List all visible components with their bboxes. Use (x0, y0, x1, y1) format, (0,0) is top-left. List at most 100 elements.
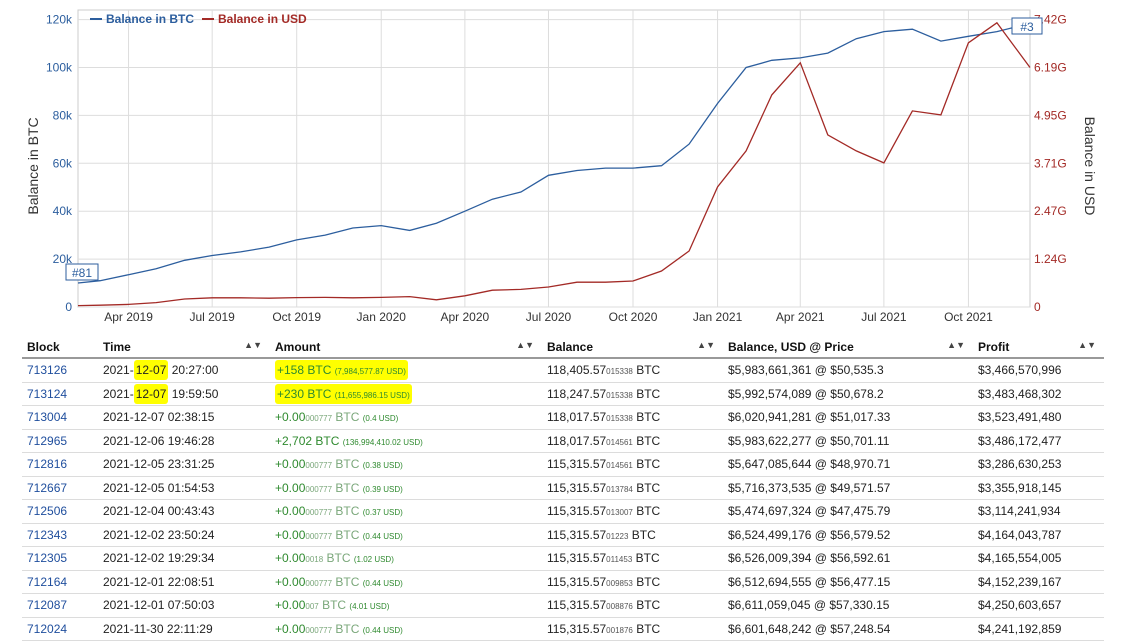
x-tick-label: Apr 2019 (104, 310, 153, 324)
time-cell: 2021-12-05 23:31:25 (98, 452, 270, 477)
block-link[interactable]: 712343 (27, 527, 68, 542)
balance-chart[interactable]: 0 20k 40k 60k 80k 100k 120k 0 1.24G 2.47G 3.71G 4.… (0, 0, 1147, 330)
left-tick-label: 40k (53, 204, 73, 218)
block-link[interactable]: 712164 (27, 574, 68, 589)
usd-price-cell: $6,611,059,045 @ $57,330.15 (723, 593, 973, 618)
profit-cell: $3,286,630,253 (973, 452, 1104, 477)
usd-price-cell: $6,524,499,176 @ $56,579.52 (723, 523, 973, 547)
legend-usd-label: Balance in USD (218, 12, 307, 26)
plot-area (77, 9, 1031, 308)
table-row: 712506 2021-12-04 00:43:43 +0.00000777 B… (22, 499, 1104, 524)
profit-cell: $3,483,468,302 (973, 382, 1104, 406)
profit-cell: $4,152,239,167 (973, 570, 1104, 594)
x-axis: Apr 2019 Jul 2019 Oct 2019 Jan 2020 Apr 2020… (104, 310, 993, 324)
block-link[interactable]: 713126 (27, 363, 68, 378)
header-balance[interactable]: Balance ▲▼ (542, 336, 723, 359)
amount-cell: +0.00000777 BTC (0.44 USD) (270, 523, 542, 547)
sort-icon[interactable]: ▲▼ (244, 340, 262, 350)
x-tick-label: Jul 2019 (189, 310, 235, 324)
header-balance-usd[interactable]: Balance, USD @ Price ▲▼ (723, 336, 973, 359)
balance-cell: 115,315.57013007 BTC (542, 499, 723, 524)
amount-cell: +158 BTC (7,984,577.87 USD) (270, 358, 542, 383)
x-tick-label: Oct 2020 (609, 310, 658, 324)
block-link[interactable]: 712965 (27, 433, 68, 448)
usd-price-cell: $6,020,941,281 @ $51,017.33 (723, 405, 973, 430)
balance-cell: 115,315.57014561 BTC (542, 452, 723, 477)
profit-cell: $4,241,192,859 (973, 617, 1104, 641)
x-tick-label: Jan 2020 (357, 310, 407, 324)
amount-cell: +0.000018 BTC (1.02 USD) (270, 546, 542, 571)
table-row: 712164 2021-12-01 22:08:51 +0.00000777 B… (22, 570, 1104, 594)
sort-icon[interactable]: ▲▼ (697, 340, 715, 350)
rank-end-label: #3 (1020, 20, 1034, 34)
profit-cell: $3,114,241,934 (973, 499, 1104, 524)
right-tick-label: 2.47G (1034, 204, 1067, 218)
profit-cell: $4,164,043,787 (973, 523, 1104, 547)
amount-cell: +0.00000777 BTC (0.38 USD) (270, 452, 542, 477)
block-link[interactable]: 713004 (27, 410, 68, 425)
x-tick-label: Oct 2019 (272, 310, 321, 324)
table-row: 713126 2021- 12-07 20:27:00 +158 BTC (7,9… (22, 358, 1104, 383)
block-link[interactable]: 712024 (27, 621, 68, 636)
header-profit[interactable]: Profit ▲▼ (973, 336, 1104, 359)
block-link[interactable]: 712087 (27, 598, 68, 613)
amount-cell: +0.00000777 BTC (0.37 USD) (270, 499, 542, 524)
balance-cell: 118,017.57014561 BTC (542, 429, 723, 453)
profit-cell: $3,466,570,996 (973, 358, 1104, 383)
chart-grid (77, 9, 1031, 308)
legend-btc-label: Balance in BTC (106, 12, 194, 26)
header-time[interactable]: Time ▲▼ (98, 336, 270, 359)
left-axis-label: Balance in BTC (25, 117, 41, 214)
profit-cell: $3,355,918,145 (973, 476, 1104, 500)
block-link[interactable]: 712816 (27, 457, 68, 472)
time-cell: 2021-12-01 22:08:51 (98, 570, 270, 594)
balance-cell: 115,315.57009853 BTC (542, 570, 723, 594)
amount-cell: +2,702 BTC (136,994,410.02 USD) (270, 429, 542, 453)
right-tick-label: 0 (1034, 300, 1041, 314)
block-link[interactable]: 712506 (27, 504, 68, 519)
usd-price-cell: $5,983,622,277 @ $50,701.11 (723, 429, 973, 453)
table-row: 713004 2021-12-07 02:38:15 +0.00000777 B… (22, 405, 1104, 430)
table-header-row: Block Time ▲▼ Amount ▲▼ Balance ▲▼ Balance,… (22, 336, 1104, 359)
block-link[interactable]: 712305 (27, 551, 68, 566)
balance-cell: 118,405.57015338 BTC (542, 358, 723, 383)
time-cell: 2021-12-05 01:54:53 (98, 476, 270, 500)
left-tick-label: 80k (53, 108, 73, 122)
right-tick-label: 3.71G (1034, 156, 1067, 170)
x-tick-label: Jul 2020 (526, 310, 572, 324)
time-cell: 2021-11-30 22:11:29 (98, 617, 270, 641)
time-cell: 2021- 12-07 20:27:00 (98, 358, 270, 383)
btc-balance-line (77, 22, 1031, 284)
balance-cell: 115,315.57008876 BTC (542, 593, 723, 618)
left-tick-label: 100k (46, 60, 73, 74)
chart-legend[interactable]: Balance in BTC Balance in USD (90, 12, 307, 26)
sort-icon[interactable]: ▲▼ (947, 340, 965, 350)
block-link[interactable]: 713124 (27, 386, 68, 401)
x-tick-label: Apr 2021 (776, 310, 825, 324)
table-row: 712024 2021-11-30 22:11:29 +0.00000777 B… (22, 617, 1104, 641)
time-cell: 2021-12-06 19:46:28 (98, 429, 270, 453)
rank-start-label: #81 (72, 266, 92, 280)
right-tick-label: 1.24G (1034, 252, 1067, 266)
left-tick-label: 120k (46, 13, 73, 27)
sort-icon[interactable]: ▲▼ (1078, 340, 1096, 350)
time-cell: 2021-12-02 19:29:34 (98, 546, 270, 571)
sort-icon[interactable]: ▲▼ (516, 340, 534, 350)
usd-price-cell: $6,601,648,242 @ $57,248.54 (723, 617, 973, 641)
usd-price-cell: $6,526,009,394 @ $56,592.61 (723, 546, 973, 571)
profit-cell: $3,486,172,477 (973, 429, 1104, 453)
table-row: 713124 2021- 12-07 19:59:50 +230 BTC (11,… (22, 382, 1104, 406)
table-row: 712087 2021-12-01 07:50:03 +0.00007 BTC … (22, 593, 1104, 618)
rank-start-marker: #81 (65, 263, 99, 281)
balance-cell: 115,315.5701223 BTC (542, 523, 723, 547)
usd-price-cell: $5,716,373,535 @ $49,571.57 (723, 476, 973, 500)
time-cell: 2021-12-04 00:43:43 (98, 499, 270, 524)
usd-balance-line (77, 21, 1031, 307)
header-block[interactable]: Block (22, 336, 98, 359)
table-row: 712305 2021-12-02 19:29:34 +0.000018 BTC… (22, 546, 1104, 571)
time-cell: 2021-12-01 07:50:03 (98, 593, 270, 618)
header-amount[interactable]: Amount ▲▼ (270, 336, 542, 359)
blocks-table: Block Time ▲▼ Amount ▲▼ Balance ▲▼ Balance,… (22, 336, 1104, 641)
block-link[interactable]: 712667 (27, 480, 68, 495)
